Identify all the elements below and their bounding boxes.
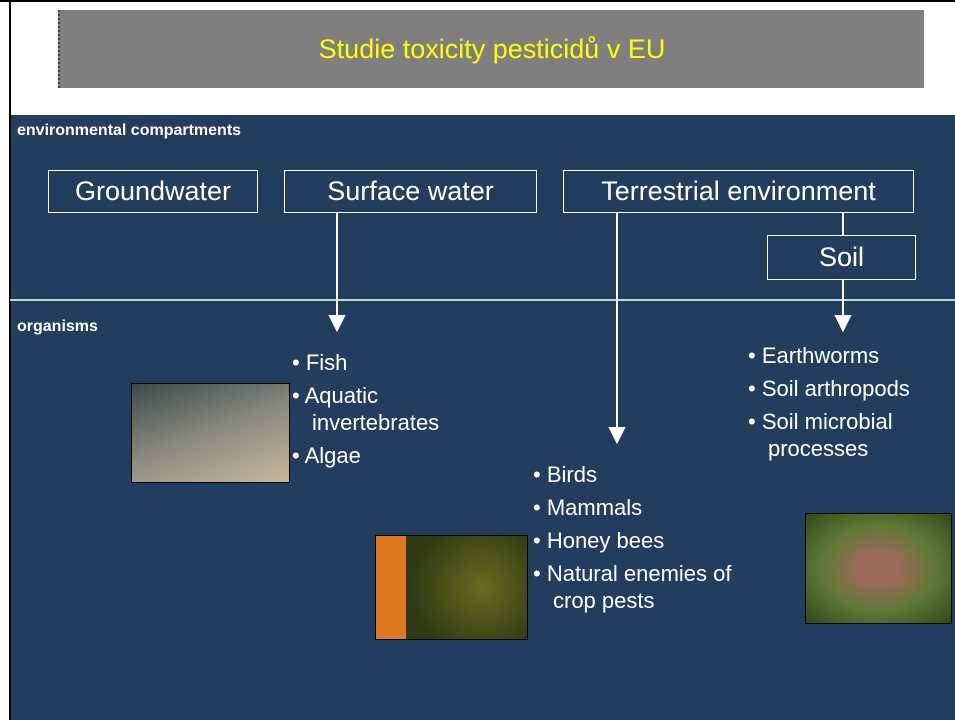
slide: Studie toxicity pesticidů v EU environme… — [0, 0, 955, 720]
organism-item: Birds — [533, 461, 763, 488]
organism-list: Birds Mammals Honey bees Natural enemies of… — [533, 461, 763, 620]
organism-item: Honey bees — [533, 527, 763, 554]
fish-photo — [131, 383, 290, 483]
organism-item: Earthworms — [748, 342, 948, 369]
earthworm-photo — [805, 513, 952, 624]
organism-item: Mammals — [533, 494, 763, 521]
organism-item: Fish — [292, 349, 492, 376]
arrow-head — [836, 316, 850, 330]
organism-item: Algae — [292, 442, 492, 469]
organism-item: Soil microbial processes — [748, 408, 948, 462]
organism-item: Aquatic invertebrates — [292, 382, 492, 436]
arrow-head — [610, 428, 624, 442]
bee-photo — [375, 535, 528, 640]
organism-item: Natural enemies of crop pests — [533, 560, 763, 614]
arrow-head — [330, 316, 344, 330]
organism-list: Fish Aquatic invertebrates Algae — [292, 349, 492, 475]
organism-item: Soil arthropods — [748, 375, 948, 402]
organism-list: Earthworms Soil arthropods Soil microbial … — [748, 342, 948, 468]
